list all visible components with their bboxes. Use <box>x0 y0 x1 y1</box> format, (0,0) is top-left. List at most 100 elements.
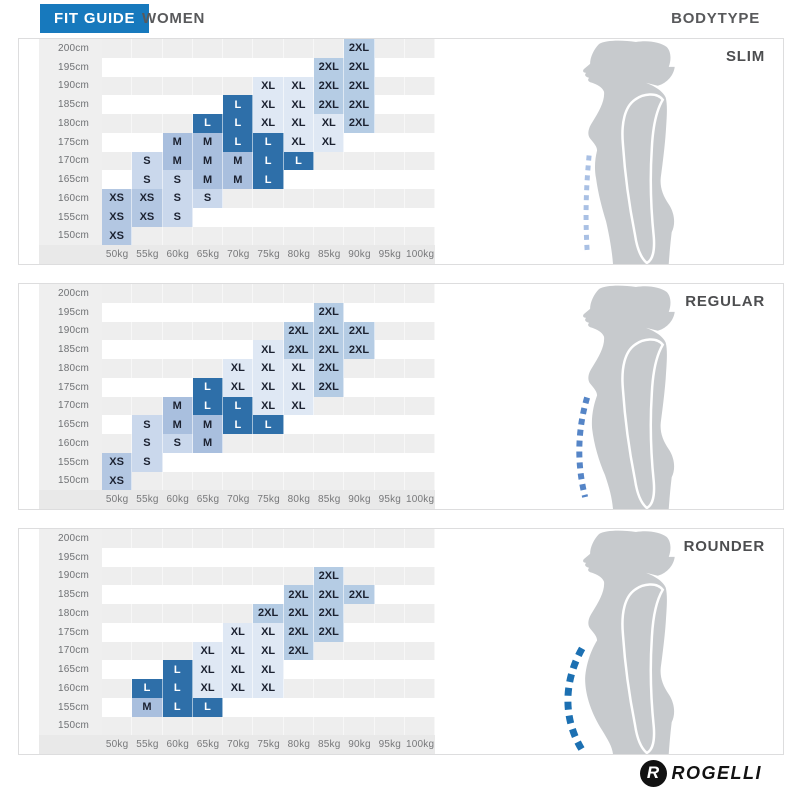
weight-label: 60kg <box>162 245 193 264</box>
fit-guide-label: FIT GUIDE <box>54 10 136 27</box>
empty-cell <box>102 566 133 586</box>
rogelli-glyph: R <box>646 763 660 782</box>
empty-cell <box>344 226 375 246</box>
empty-cell <box>102 340 133 359</box>
height-label: 165cm <box>39 170 102 189</box>
empty-cell <box>374 471 405 491</box>
size-cell: XL <box>253 679 284 698</box>
empty-cell <box>405 697 436 717</box>
size-cell: 2XL <box>314 359 345 378</box>
empty-cell <box>132 340 163 359</box>
empty-cell <box>283 39 315 58</box>
size-cell: M <box>192 434 224 453</box>
empty-cell <box>404 114 436 133</box>
empty-cell <box>102 547 133 567</box>
size-cell: 2XL <box>253 604 284 623</box>
empty-cell <box>405 622 436 642</box>
empty-cell <box>192 471 224 491</box>
size-cell: 2XL <box>283 641 315 661</box>
empty-cell <box>405 170 436 189</box>
size-cell: XL <box>253 76 284 96</box>
empty-cell <box>102 132 133 152</box>
empty-cell <box>374 114 405 133</box>
empty-cell <box>132 585 163 604</box>
size-cell: M <box>192 170 224 189</box>
size-cell: XL <box>253 340 284 359</box>
height-label: 175cm <box>39 377 102 397</box>
size-cell: M <box>162 132 193 152</box>
empty-cell <box>314 452 345 472</box>
empty-cell <box>223 226 254 246</box>
empty-cell <box>344 434 375 453</box>
size-cell: XL <box>253 359 284 378</box>
size-cell: L <box>162 679 193 698</box>
empty-cell <box>344 566 375 586</box>
empty-cell <box>162 226 193 246</box>
weight-label: 70kg <box>223 735 254 754</box>
empty-cell <box>283 189 315 208</box>
weight-label: 85kg <box>314 735 345 754</box>
empty-cell <box>193 95 224 114</box>
empty-cell <box>374 76 405 96</box>
size-cell: M <box>192 415 224 434</box>
empty-cell <box>162 641 193 661</box>
empty-cell <box>162 716 193 736</box>
height-label: 150cm <box>39 226 102 246</box>
empty-cell <box>314 170 345 189</box>
size-cell: XS <box>102 452 133 472</box>
empty-cell <box>223 716 254 736</box>
size-cell: 2XL <box>314 604 345 623</box>
size-cell: XL <box>253 377 284 397</box>
empty-cell <box>344 529 375 548</box>
empty-cell <box>284 660 315 679</box>
size-cell: M <box>162 396 193 416</box>
empty-cell <box>405 95 436 114</box>
empty-cell <box>314 284 345 303</box>
empty-cell <box>132 660 163 679</box>
empty-cell <box>314 660 345 679</box>
empty-cell <box>192 39 224 58</box>
size-cell: M <box>162 415 193 434</box>
empty-cell <box>162 471 193 491</box>
empty-cell <box>192 604 224 623</box>
size-cell: L <box>223 114 254 133</box>
gender-label: WOMEN <box>142 10 206 27</box>
size-cell: XL <box>192 660 224 679</box>
empty-cell <box>132 226 163 246</box>
empty-cell <box>284 697 315 717</box>
empty-cell <box>163 340 193 359</box>
height-label: 195cm <box>39 547 102 567</box>
empty-cell <box>162 114 193 133</box>
empty-cell <box>223 604 254 623</box>
empty-cell <box>163 95 193 114</box>
size-cell: XL <box>283 359 315 378</box>
empty-cell <box>162 604 193 623</box>
empty-cell <box>132 284 163 303</box>
size-cell: XL <box>283 76 315 96</box>
empty-cell <box>132 547 163 567</box>
empty-cell <box>132 359 163 378</box>
empty-cell <box>374 396 405 416</box>
size-cell: 2XL <box>283 604 315 623</box>
empty-cell <box>223 321 254 341</box>
weight-label: 95kg <box>374 245 405 264</box>
empty-cell <box>162 529 193 548</box>
empty-cell <box>102 697 133 717</box>
empty-cell <box>404 396 436 416</box>
empty-cell <box>102 622 133 642</box>
bodytype-label-rounder: ROUNDER <box>683 538 765 555</box>
empty-cell <box>132 95 163 114</box>
empty-cell <box>163 622 193 642</box>
brand-logo: R ROGELLI <box>639 757 763 789</box>
empty-cell <box>404 679 436 698</box>
empty-cell <box>374 226 405 246</box>
empty-cell <box>223 189 254 208</box>
empty-cell <box>102 660 133 679</box>
rogelli-circle-icon: R <box>639 759 667 787</box>
empty-cell <box>253 452 284 472</box>
empty-cell <box>192 529 224 548</box>
height-label: 190cm <box>39 566 102 586</box>
empty-cell <box>405 207 436 227</box>
size-cell: 2XL <box>344 585 375 604</box>
size-cell: XL <box>223 660 254 679</box>
